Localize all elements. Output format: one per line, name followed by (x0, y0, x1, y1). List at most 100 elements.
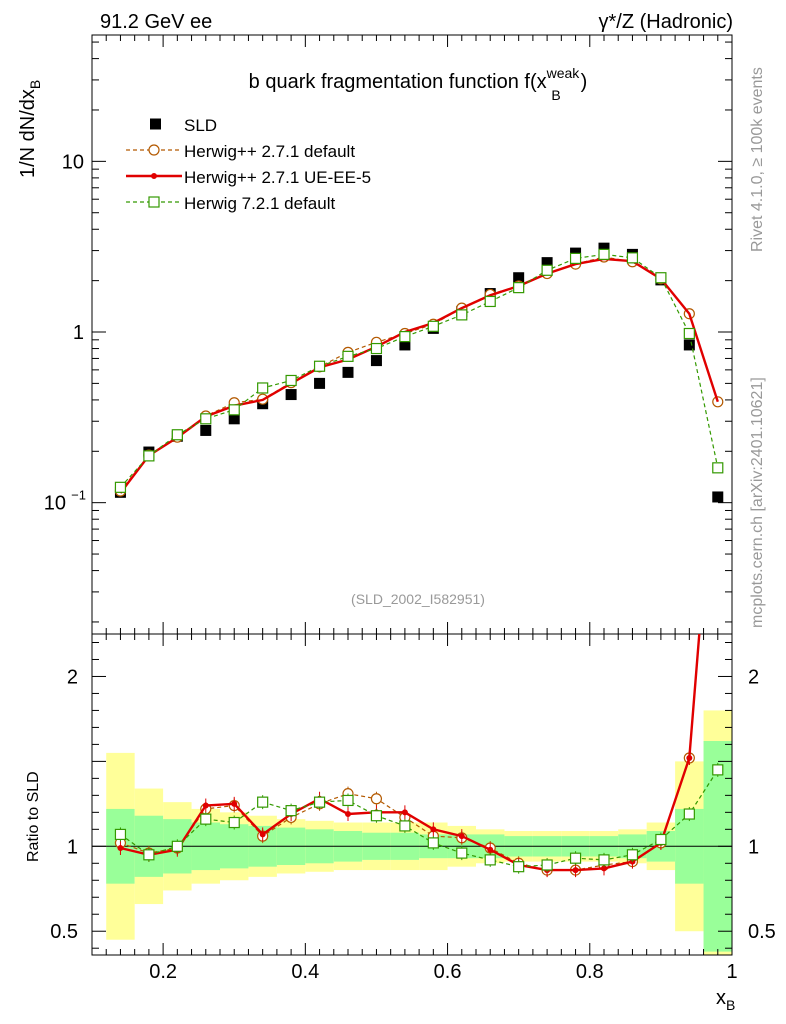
herwig-7-2-1-default-point (257, 382, 269, 394)
x-tick-label: 1 (726, 961, 737, 983)
sld-point (200, 424, 212, 436)
herwig-7-2-1-default-ratio-point (228, 816, 240, 829)
x-tick-label: 0.8 (576, 961, 604, 983)
x-tick-label: 0.6 (434, 961, 462, 983)
herwig-7-2-1-default-point (598, 248, 610, 260)
herwig-7-2-1-default-ratio-point (200, 813, 212, 825)
herwig-2-7-1-default-ratio-line (120, 634, 700, 871)
y-tick-label-top: 10 (62, 151, 84, 173)
sld-point (228, 413, 240, 425)
x-tick-label: 0.4 (291, 961, 319, 983)
sld-point (342, 366, 354, 378)
y-axis-label: 1/N dN/dxB (17, 80, 43, 178)
herwig-7-2-1-default-ratio-point (456, 847, 468, 859)
herwig-7-2-1-default-ratio-point (143, 849, 155, 861)
herwig-7-2-1-default-ratio-point (513, 861, 525, 873)
herwig-2-7-1-ue-ee-5-ratio-point (231, 800, 238, 807)
y-tick-label-ratio-right: 1 (748, 836, 759, 858)
herwig-7-2-1-default-ratio-point (171, 840, 183, 852)
sld-point (513, 272, 525, 284)
header-right: γ*/Z (Hadronic) (599, 11, 733, 33)
herwig-2-7-1-ue-ee-5-line (119, 257, 719, 494)
legend-label-sld: SLD (184, 116, 217, 135)
herwig-7-2-1-default-point (285, 374, 297, 387)
x-tick-label: 0.2 (149, 961, 177, 983)
sld-point (541, 257, 553, 269)
herwig-7-2-1-default-point (683, 327, 695, 340)
title-sup: weak (546, 65, 581, 81)
xlabel-main: x (716, 987, 726, 1009)
herwig-7-2-1-default-ratio-point (484, 854, 496, 866)
ratio-panel-series (114, 634, 724, 878)
title-main: b quark fragmentation function f(x (249, 71, 547, 93)
herwig-2-7-1-ue-ee-5-ratio-point (117, 845, 124, 851)
sld-point (712, 491, 724, 503)
sld-point (683, 339, 695, 351)
herwig-2-7-1-ue-ee-5-ratio-point (345, 811, 351, 818)
herwig-2-7-1-ue-ee-5-ratio-point (401, 809, 408, 816)
xlabel-sub: B (726, 997, 735, 1013)
y-tick-label-top: 10 (44, 493, 66, 515)
y-tick-label-ratio-left: 1 (67, 836, 78, 858)
y-tick-label-top: 1 (73, 322, 84, 344)
series-layer (114, 242, 724, 878)
herwig-7-2-1-default-ratio-point (569, 852, 582, 864)
herwig-2-7-1-default-ratio-point (370, 793, 383, 805)
herwig-2-7-1-ue-ee-5-ratio-line (120, 634, 701, 872)
legend: SLD Herwig++ 2.7.1 default Herwig++ 2.7.1 … (126, 116, 371, 213)
herwig-7-2-1-default-ratio-point (427, 837, 439, 849)
title-sub: B (551, 87, 560, 103)
herwig-7-2-1-default-ratio-point (626, 849, 639, 861)
herwig-7-2-1-default-point (569, 252, 582, 264)
herwig-2-7-1-ue-ee-5-ratio-point (430, 826, 437, 833)
herwig-7-2-1-default-line (119, 253, 719, 488)
herwig-7-2-1-default-point (484, 295, 496, 308)
herwig-7-2-1-default-point (427, 320, 439, 332)
herwig-7-2-1-default-ratio-point (399, 820, 411, 832)
herwig-7-2-1-default-point (456, 309, 468, 321)
herwig-7-2-1-default-ratio-point (683, 808, 695, 820)
herwig-2-7-1-ue-ee-5-ratio-point (686, 754, 693, 761)
herwig-2-7-1-ue-ee-5-ratio-point (202, 802, 209, 809)
herwig-7-2-1-default-ratio-point (541, 859, 553, 871)
herwig-7-2-1-default-point (712, 462, 724, 474)
legend-marker-herwig-7-2-1-default (148, 196, 160, 208)
legend-label-herwig-2-7-1-ue-ee-5: Herwig++ 2.7.1 UE-EE-5 (184, 168, 371, 187)
header-left: 91.2 GeV ee (100, 11, 212, 33)
sld-point (399, 339, 411, 351)
sld-point (285, 389, 297, 401)
herwig-7-2-1-default-point (513, 282, 525, 294)
herwig-7-2-1-default-ratio-point (655, 833, 667, 846)
legend-marker-sld (150, 118, 161, 130)
x-axis-label: xB (716, 987, 735, 1013)
herwig-7-2-1-default-point (655, 272, 667, 284)
herwig-7-2-1-default-ratio-point (342, 794, 354, 807)
herwig-7-2-1-default-point (171, 429, 183, 441)
herwig-7-2-1-default-point (370, 342, 383, 355)
herwig-7-2-1-default-point (541, 264, 553, 276)
herwig-7-2-1-default-ratio-point (313, 796, 326, 808)
herwig-7-2-1-default-point (114, 481, 127, 493)
y-tick-label-ratio-right: 2 (748, 666, 759, 688)
ylabel-main: 1/N dN/dx (17, 89, 39, 178)
herwig-7-2-1-default-ratio-point (370, 810, 383, 822)
legend-label-herwig-7-2-1-default: Herwig 7.2.1 default (184, 194, 335, 213)
sld-point (598, 242, 610, 254)
herwig-7-2-1-default-ratio-point (114, 828, 127, 841)
y-tick-label-ratio-right: 0.5 (748, 921, 776, 943)
sld-point (314, 377, 326, 389)
herwig-2-7-1-ue-ee-5-ratio-point (458, 833, 465, 840)
ratio-axis-label: Ratio to SLD (25, 771, 42, 862)
herwig-7-2-1-default-point (342, 350, 354, 362)
sld-point (370, 355, 382, 367)
herwig-7-2-1-default-point (228, 404, 240, 416)
herwig-2-7-1-ue-ee-5-ratio-point (259, 831, 266, 838)
legend-marker-herwig-2-7-1-default (148, 144, 160, 156)
y-tick-exponent: −1 (71, 488, 86, 503)
herwig-7-2-1-default-ratio-point (285, 805, 297, 817)
herwig-2-7-1-ue-ee-5-ratio-point (572, 867, 579, 874)
herwig-7-2-1-default-point (626, 252, 639, 264)
y-tick-label-ratio-left: 0.5 (50, 921, 78, 943)
top-panel-series (114, 242, 724, 503)
